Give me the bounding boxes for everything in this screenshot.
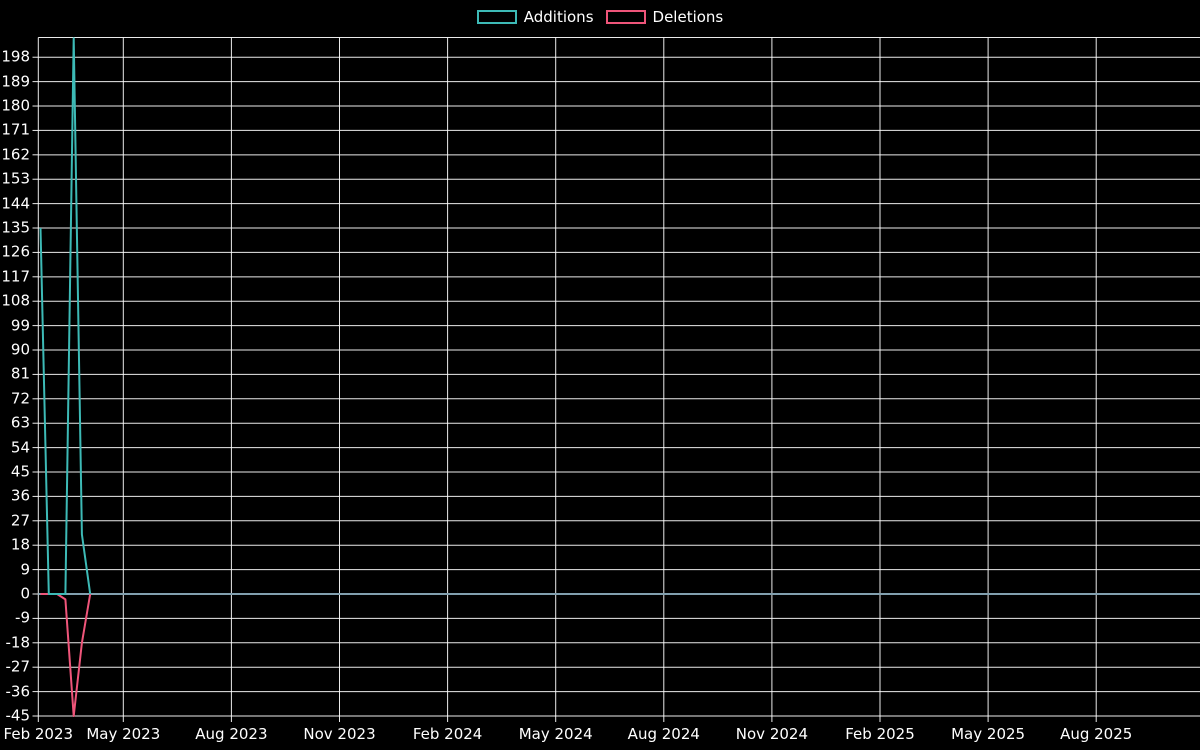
y-axis-label: 36: [10, 486, 30, 505]
y-axis-label: 18: [10, 535, 30, 554]
x-axis-label: Aug 2024: [627, 725, 700, 743]
y-axis-label: -36: [5, 682, 31, 701]
x-axis-label: May 2024: [518, 725, 593, 743]
y-axis-label: 144: [1, 194, 30, 213]
y-axis-label: 54: [10, 438, 30, 457]
y-axis-label: 27: [10, 511, 30, 530]
y-axis-label: 171: [1, 120, 30, 139]
y-axis-label: -45: [5, 706, 31, 725]
x-axis-label: May 2023: [86, 725, 161, 743]
x-axis-label: Feb 2023: [3, 725, 74, 743]
y-axis-label: 9: [20, 560, 30, 579]
x-axis-label: Aug 2025: [1060, 725, 1133, 743]
legend-item-additions[interactable]: Additions: [476, 8, 594, 26]
y-axis-label: 180: [1, 96, 30, 115]
y-axis-label: 162: [1, 145, 30, 164]
x-axis-label: Nov 2024: [735, 725, 808, 743]
y-axis-label: 153: [1, 169, 30, 188]
legend-label-additions: Additions: [523, 8, 594, 26]
deletions-legend-swatch-icon: [605, 10, 646, 24]
y-axis-label: 117: [1, 267, 30, 286]
x-axis-label: Aug 2023: [195, 725, 268, 743]
chart-legend: Additions Deletions: [0, 8, 1200, 26]
y-axis-label: 189: [1, 72, 30, 91]
y-axis-label: -27: [5, 657, 31, 676]
y-axis-label: -9: [15, 608, 30, 627]
legend-item-deletions[interactable]: Deletions: [605, 8, 724, 26]
y-axis-label: 72: [10, 389, 30, 408]
additions-line: [39, 37, 92, 595]
additions-legend-swatch-icon: [476, 10, 517, 24]
x-axis-label: Feb 2024: [412, 725, 483, 743]
y-axis-label: 90: [10, 340, 30, 359]
y-axis-label: 0: [20, 584, 30, 603]
y-axis-label: -18: [5, 633, 31, 652]
x-axis-label: Feb 2025: [845, 725, 915, 743]
deletions-line: [40, 593, 92, 717]
y-axis-label: 81: [10, 364, 30, 383]
y-axis-label: 99: [10, 316, 30, 335]
x-axis-label: May 2025: [951, 725, 1026, 743]
y-axis-label: 135: [1, 218, 30, 237]
y-axis-label: 108: [1, 291, 30, 310]
y-axis-label: 45: [10, 462, 30, 481]
x-axis-label: Nov 2023: [303, 725, 376, 743]
y-axis-label: 198: [1, 47, 30, 66]
legend-label-deletions: Deletions: [652, 8, 724, 26]
y-axis-label: 63: [10, 413, 30, 432]
y-axis-label: 126: [1, 242, 30, 261]
